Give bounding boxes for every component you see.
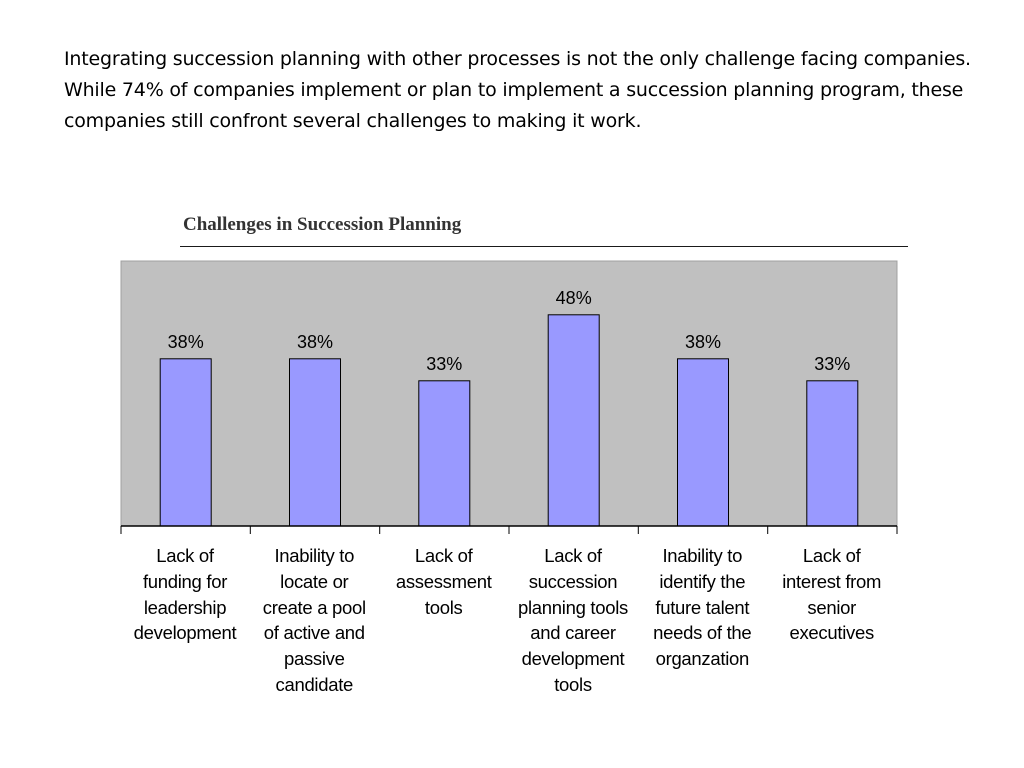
- data-label-1: 38%: [168, 332, 204, 352]
- bar-3: [418, 380, 471, 527]
- bar-2: [289, 358, 341, 527]
- title-rule: [180, 246, 908, 247]
- category-label-2: Inability to locate or create a pool of …: [262, 545, 366, 695]
- data-label-6: 33%: [814, 354, 850, 374]
- category-labels: Lack of funding for leadership developme…: [121, 543, 897, 713]
- x-axis: [120, 525, 898, 534]
- chart-title: Challenges in Succession Planning: [183, 214, 462, 235]
- data-label-2: 38%: [297, 332, 333, 352]
- data-label-4: 48%: [556, 288, 592, 308]
- category-label-3: Lack of assessment tools: [395, 545, 492, 618]
- category-label-5: Inability to identify the future talent …: [653, 545, 752, 670]
- data-label-3: 33%: [426, 354, 462, 374]
- category-label-1: Lack of funding for leadership developme…: [133, 545, 237, 644]
- intro-paragraph: Integrating succession planning with oth…: [64, 48, 971, 132]
- bar-4: [547, 314, 600, 527]
- category-label-6: Lack of interest from senior executives: [782, 545, 882, 644]
- plot-area: [120, 260, 898, 527]
- bar-5: [677, 358, 729, 527]
- bar-1: [159, 358, 212, 527]
- bar-6: [806, 380, 859, 527]
- data-labels-group: 38% 38% 33% 48% 38% 33%: [168, 288, 851, 374]
- category-label-4: Lack of succession planning tools and ca…: [518, 545, 628, 695]
- bars-group: [159, 314, 859, 527]
- data-label-5: 38%: [685, 332, 721, 352]
